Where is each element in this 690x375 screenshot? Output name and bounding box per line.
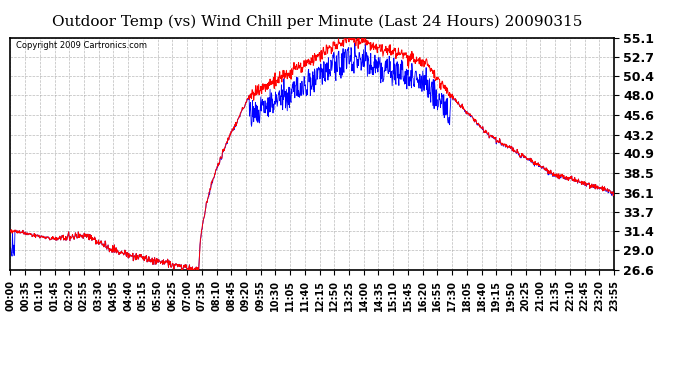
Text: Copyright 2009 Cartronics.com: Copyright 2009 Cartronics.com xyxy=(17,41,148,50)
Text: Outdoor Temp (vs) Wind Chill per Minute (Last 24 Hours) 20090315: Outdoor Temp (vs) Wind Chill per Minute … xyxy=(52,15,582,29)
